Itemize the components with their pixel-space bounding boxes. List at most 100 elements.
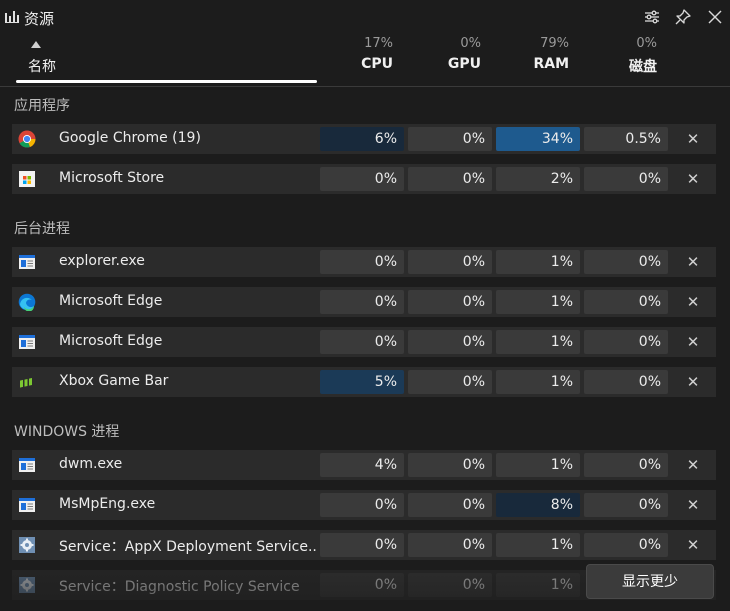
close-icon[interactable]: ✕ <box>686 373 700 391</box>
gpu-value: 0% <box>408 127 492 151</box>
close-icon[interactable]: ✕ <box>686 130 700 148</box>
process-name: explorer.exe <box>59 253 145 269</box>
window-title: 资源 <box>24 10 55 28</box>
gpu-value: 0% <box>408 167 492 191</box>
cpu-value: 0% <box>320 330 404 354</box>
pin-icon[interactable] <box>673 7 693 27</box>
disk-value: 0% <box>584 533 668 557</box>
gpu-value: 0% <box>408 493 492 517</box>
sort-ascending-icon <box>31 41 41 48</box>
scrollbar-track[interactable] <box>720 87 730 611</box>
column-cpu[interactable]: CPU <box>361 56 393 72</box>
gpu-total-percent: 0% <box>460 36 481 51</box>
app-window-icon <box>19 498 35 512</box>
process-name: Microsoft Edge <box>59 333 163 349</box>
show-less-button[interactable]: 显示更少 <box>586 564 714 599</box>
list-item[interactable]: Xbox Game Bar 5% 0% 1% 0% ✕ <box>12 367 716 397</box>
gpu-value: 0% <box>408 250 492 274</box>
close-icon[interactable]: ✕ <box>686 496 700 514</box>
disk-value: 0% <box>584 453 668 477</box>
process-name: Service：AppX Deployment Service... <box>59 539 317 555</box>
list-item[interactable]: Microsoft Store 0% 0% 2% 0% ✕ <box>12 164 716 194</box>
app-window-icon <box>19 335 35 349</box>
close-icon[interactable]: ✕ <box>686 333 700 351</box>
microsoft-store-icon <box>19 171 35 187</box>
process-name: Xbox Game Bar <box>59 373 169 389</box>
cpu-value: 0% <box>320 250 404 274</box>
section-title: 后台进程 <box>14 221 70 237</box>
gpu-value: 0% <box>408 370 492 394</box>
close-icon[interactable]: ✕ <box>686 456 700 474</box>
ram-value: 1% <box>496 330 580 354</box>
cpu-value: 5% <box>320 370 404 394</box>
ram-value: 2% <box>496 167 580 191</box>
column-header: 名称 17% CPU 0% GPU 79% RAM 0% 磁盘 <box>0 34 730 87</box>
section-title: WINDOWS 进程 <box>14 424 120 440</box>
ram-value: 1% <box>496 533 580 557</box>
close-icon[interactable]: ✕ <box>686 170 700 188</box>
edge-icon <box>18 293 36 311</box>
service-gear-icon <box>19 537 35 553</box>
disk-value: 0.5% <box>584 127 668 151</box>
ram-total-percent: 79% <box>540 36 569 51</box>
disk-value: 0% <box>584 493 668 517</box>
close-window-icon[interactable] <box>705 7 725 27</box>
ram-value: 8% <box>496 493 580 517</box>
name-column-underline <box>16 80 317 83</box>
column-ram[interactable]: RAM <box>533 56 569 72</box>
gpu-value: 0% <box>408 533 492 557</box>
list-item[interactable]: dwm.exe 4% 0% 1% 0% ✕ <box>12 450 716 480</box>
cpu-value: 0% <box>320 573 404 597</box>
ram-value: 1% <box>496 453 580 477</box>
chrome-icon <box>18 130 36 148</box>
list-item[interactable]: Google Chrome (19) 6% 0% 34% 0.5% ✕ <box>12 124 716 154</box>
ram-value: 1% <box>496 370 580 394</box>
title-bar: 资源 <box>0 0 730 34</box>
ram-value: 1% <box>496 250 580 274</box>
list-item[interactable]: Microsoft Edge 0% 0% 1% 0% ✕ <box>12 327 716 357</box>
column-disk[interactable]: 磁盘 <box>629 59 657 75</box>
gpu-value: 0% <box>408 290 492 314</box>
ram-value: 1% <box>496 290 580 314</box>
cpu-value: 0% <box>320 493 404 517</box>
close-icon[interactable]: ✕ <box>686 293 700 311</box>
list-item[interactable]: MsMpEng.exe 0% 0% 8% 0% ✕ <box>12 490 716 520</box>
process-name: Microsoft Store <box>59 170 165 186</box>
disk-value: 0% <box>584 290 668 314</box>
close-icon[interactable]: ✕ <box>686 536 700 554</box>
gpu-value: 0% <box>408 573 492 597</box>
list-item[interactable]: explorer.exe 0% 0% 1% 0% ✕ <box>12 247 716 277</box>
gpu-value: 0% <box>408 330 492 354</box>
disk-value: 0% <box>584 370 668 394</box>
column-gpu[interactable]: GPU <box>447 56 481 72</box>
cpu-total-percent: 17% <box>364 36 393 51</box>
app-window-icon <box>19 458 35 472</box>
process-name: Microsoft Edge <box>59 293 163 309</box>
column-name[interactable]: 名称 <box>28 59 56 75</box>
process-name: dwm.exe <box>59 456 123 472</box>
cpu-value: 4% <box>320 453 404 477</box>
process-name: Google Chrome (19) <box>59 130 201 146</box>
list-item[interactable]: Service：AppX Deployment Service... 0% 0%… <box>12 530 716 560</box>
process-name: MsMpEng.exe <box>59 496 156 512</box>
resources-icon <box>5 11 19 23</box>
gpu-value: 0% <box>408 453 492 477</box>
section-title: 应用程序 <box>14 98 70 114</box>
process-list: 应用程序 Google Chrome (19) 6% 0% 34% 0.5% ✕… <box>0 87 720 611</box>
settings-sliders-icon[interactable] <box>642 7 662 27</box>
cpu-value: 0% <box>320 167 404 191</box>
ram-value: 1% <box>496 573 580 597</box>
close-icon[interactable]: ✕ <box>686 253 700 271</box>
process-name: Service：Diagnostic Policy Service <box>59 579 300 595</box>
list-item[interactable]: Microsoft Edge 0% 0% 1% 0% ✕ <box>12 287 716 317</box>
cpu-value: 6% <box>320 127 404 151</box>
cpu-value: 0% <box>320 533 404 557</box>
app-window-icon <box>19 255 35 269</box>
ram-value: 34% <box>496 127 580 151</box>
disk-total-percent: 0% <box>636 36 657 51</box>
disk-value: 0% <box>584 330 668 354</box>
disk-value: 0% <box>584 250 668 274</box>
service-gear-icon <box>19 577 35 593</box>
cpu-value: 0% <box>320 290 404 314</box>
disk-value: 0% <box>584 167 668 191</box>
